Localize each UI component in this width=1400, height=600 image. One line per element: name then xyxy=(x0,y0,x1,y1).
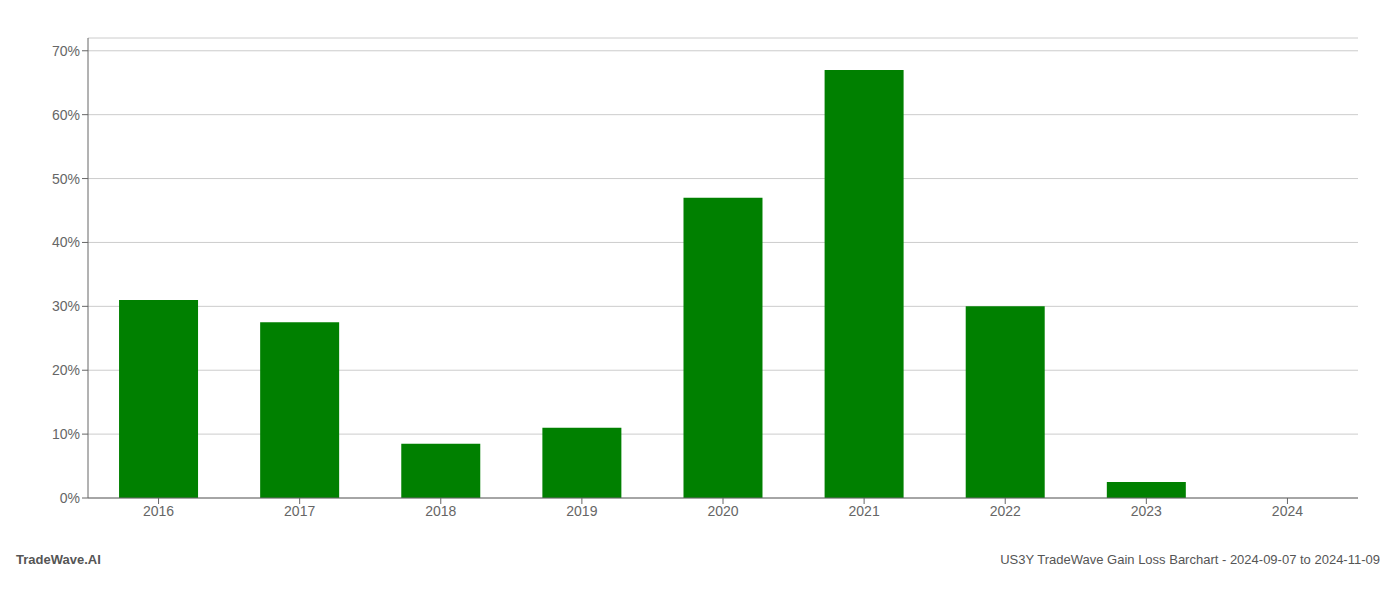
svg-text:20%: 20% xyxy=(52,362,80,378)
svg-text:60%: 60% xyxy=(52,107,80,123)
svg-text:2016: 2016 xyxy=(143,503,174,519)
svg-text:0%: 0% xyxy=(60,490,80,506)
svg-text:70%: 70% xyxy=(52,43,80,59)
svg-text:2020: 2020 xyxy=(707,503,738,519)
svg-text:2018: 2018 xyxy=(425,503,456,519)
html-text:US3Y TradeWave Gain Loss Barch: US3Y TradeWave Gain Loss Barchart - 2024… xyxy=(1000,552,1380,567)
svg-text:2019: 2019 xyxy=(566,503,597,519)
svg-text:2021: 2021 xyxy=(849,503,880,519)
svg-text:2022: 2022 xyxy=(990,503,1021,519)
svg-text:50%: 50% xyxy=(52,171,80,187)
svg-text:2017: 2017 xyxy=(284,503,315,519)
svg-text:10%: 10% xyxy=(52,426,80,442)
svg-text:2024: 2024 xyxy=(1272,503,1303,519)
svg-text:40%: 40% xyxy=(52,234,80,250)
svg-text:2023: 2023 xyxy=(1131,503,1162,519)
svg-text:30%: 30% xyxy=(52,298,80,314)
html-text:TradeWave.AI: TradeWave.AI xyxy=(16,552,101,567)
